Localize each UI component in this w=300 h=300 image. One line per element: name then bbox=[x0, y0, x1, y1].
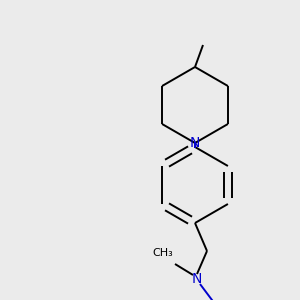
Text: N: N bbox=[192, 272, 202, 286]
Text: CH₃: CH₃ bbox=[152, 248, 173, 258]
Text: N: N bbox=[190, 136, 200, 150]
